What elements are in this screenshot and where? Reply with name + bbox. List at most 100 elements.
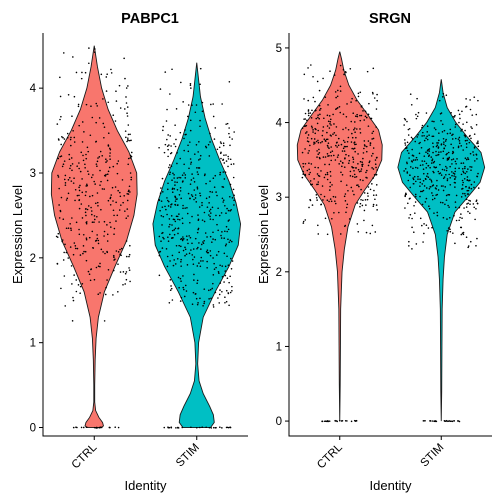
cell-point — [186, 239, 189, 241]
cell-point — [323, 420, 326, 423]
cell-point — [312, 129, 314, 131]
cell-point — [454, 206, 457, 209]
cell-point — [309, 144, 311, 147]
cell-point — [351, 165, 353, 168]
cell-point — [429, 419, 431, 422]
cell-point — [227, 228, 230, 231]
cell-point — [432, 151, 434, 154]
cell-point — [128, 267, 130, 269]
cell-point — [465, 198, 468, 201]
cell-point — [162, 129, 164, 132]
cell-point — [376, 209, 378, 211]
cell-point — [366, 169, 368, 172]
cell-point — [411, 148, 414, 151]
cell-point — [161, 247, 164, 249]
cell-point — [85, 426, 88, 429]
cell-point — [75, 71, 78, 74]
cell-point — [459, 216, 461, 219]
cell-point — [168, 164, 171, 166]
cell-point — [223, 154, 225, 156]
cell-point — [316, 156, 318, 158]
cell-point — [467, 157, 469, 159]
cell-point — [320, 170, 322, 172]
cell-point — [187, 242, 189, 245]
cell-point — [473, 96, 476, 98]
cell-point — [71, 115, 73, 117]
cell-point — [317, 114, 319, 116]
cell-point — [122, 271, 125, 273]
cell-point — [409, 213, 412, 216]
cell-point — [98, 221, 100, 223]
cell-point — [444, 186, 447, 188]
cell-point — [192, 263, 195, 266]
cell-point — [327, 142, 330, 144]
cell-point — [169, 171, 171, 174]
cell-point — [127, 139, 129, 141]
cell-point — [103, 235, 105, 237]
cell-point — [106, 224, 108, 226]
cell-point — [440, 151, 442, 153]
cell-point — [322, 199, 324, 201]
cell-point — [179, 186, 182, 189]
cell-point — [319, 107, 322, 110]
cell-point — [173, 228, 176, 231]
cell-point — [81, 191, 84, 194]
cell-point — [65, 227, 68, 230]
cell-point — [405, 146, 408, 149]
cell-point — [89, 279, 92, 282]
cell-point — [125, 240, 128, 242]
cell-point — [371, 138, 373, 140]
cell-point — [338, 211, 340, 214]
cell-point — [212, 426, 215, 429]
cell-point — [430, 162, 433, 164]
cell-point — [80, 77, 83, 80]
cell-point — [442, 157, 445, 160]
cell-point — [77, 105, 80, 108]
cell-point — [372, 194, 375, 196]
cell-point — [199, 192, 201, 195]
violin-stim — [397, 79, 486, 422]
cell-point — [189, 158, 192, 160]
cell-point — [427, 148, 430, 151]
cell-point — [471, 114, 474, 116]
cell-point — [438, 139, 440, 142]
cell-point — [212, 257, 214, 259]
cell-point — [225, 123, 227, 125]
cell-point — [310, 125, 313, 128]
cell-point — [358, 170, 361, 173]
cell-point — [225, 212, 227, 214]
cell-point — [462, 123, 464, 125]
y-tick-label: 2 — [30, 253, 36, 265]
cell-point — [471, 127, 473, 130]
cell-point — [69, 246, 72, 248]
cell-point — [431, 120, 433, 123]
cell-point — [409, 166, 412, 168]
cell-point — [432, 161, 435, 164]
cell-point — [414, 140, 417, 143]
cell-point — [444, 140, 447, 142]
cell-point — [376, 169, 378, 171]
cell-point — [473, 186, 475, 189]
cell-point — [225, 154, 227, 156]
cell-point — [454, 170, 456, 173]
cell-point — [334, 159, 337, 161]
cell-point — [233, 131, 235, 133]
cell-point — [115, 100, 118, 102]
cell-point — [158, 254, 161, 257]
cell-point — [425, 137, 427, 140]
cell-point — [184, 246, 186, 249]
cell-point — [346, 203, 349, 206]
cell-point — [76, 194, 79, 197]
cell-point — [230, 163, 233, 166]
cell-point — [426, 172, 429, 175]
cell-point — [197, 214, 199, 216]
cell-point — [434, 420, 436, 423]
cell-point — [171, 237, 173, 240]
cell-point — [103, 320, 106, 322]
cell-point — [70, 136, 72, 139]
cell-point — [403, 170, 405, 172]
cell-point — [321, 140, 323, 143]
cell-point — [202, 260, 204, 262]
cell-point — [119, 107, 122, 109]
cell-point — [187, 144, 189, 147]
